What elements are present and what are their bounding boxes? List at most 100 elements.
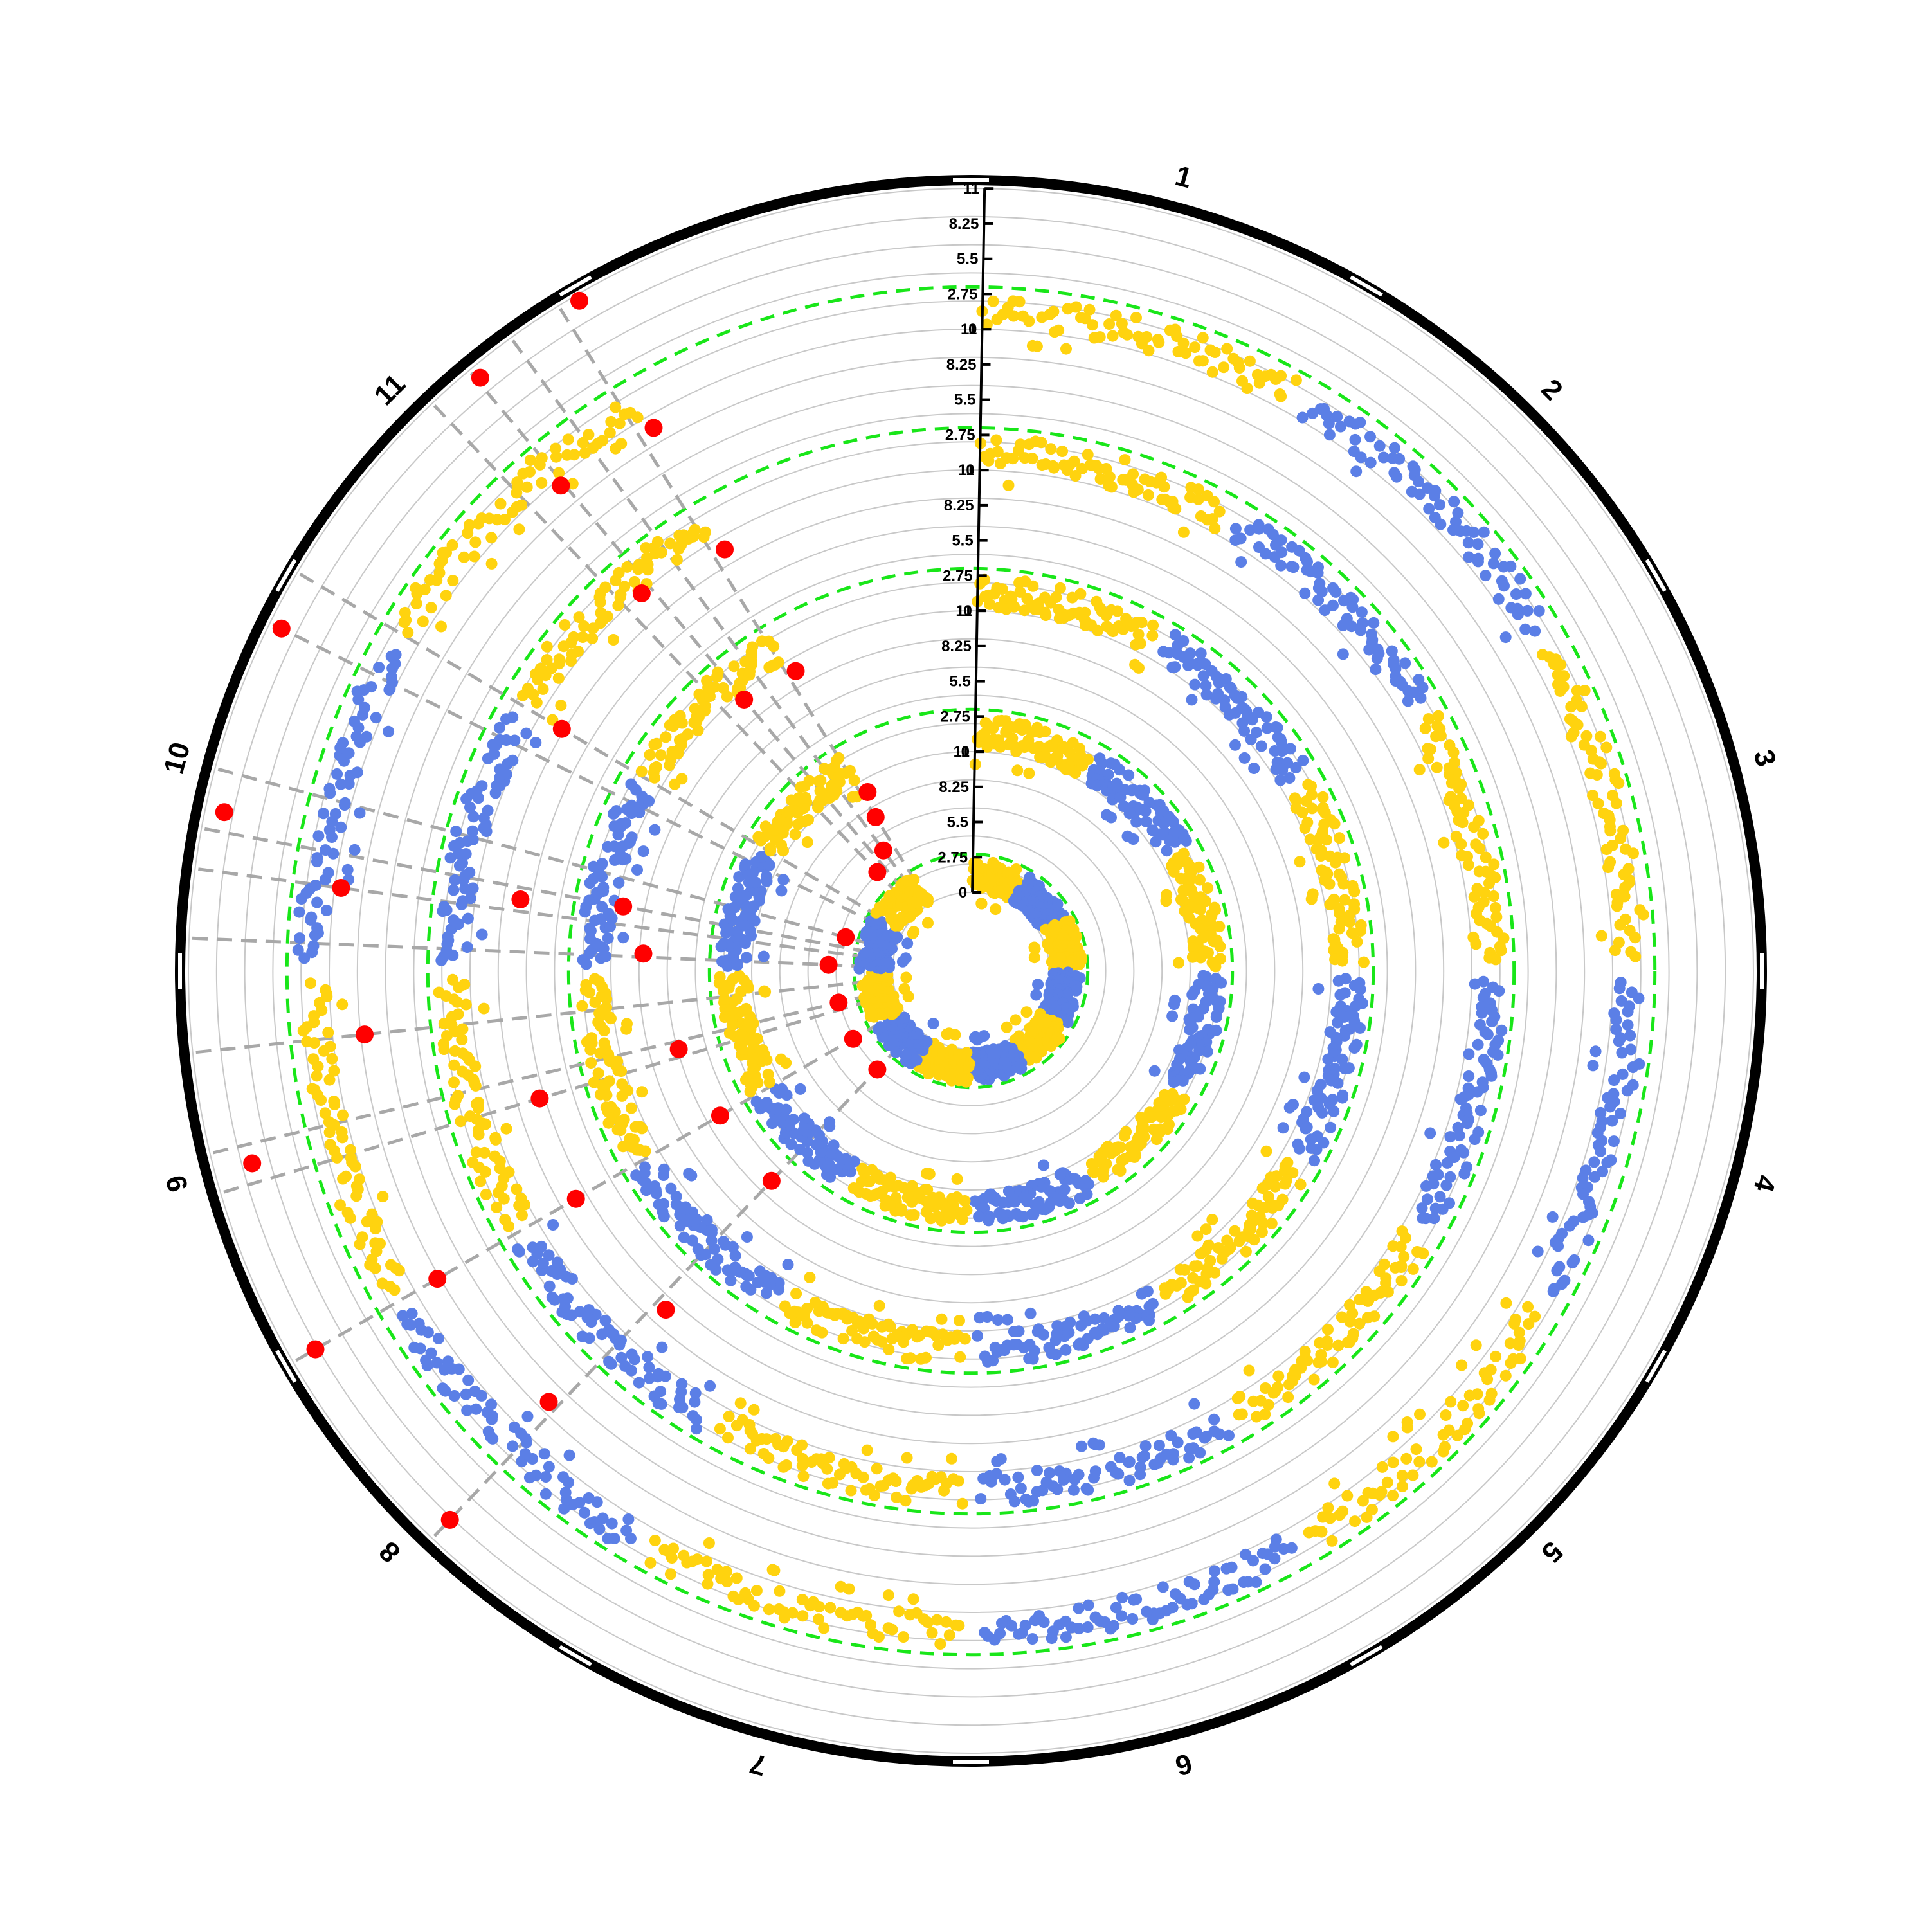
snp-point: [1376, 1461, 1388, 1473]
snp-point: [1207, 513, 1218, 525]
snp-point: [1393, 453, 1406, 465]
snp-point: [874, 1480, 887, 1492]
snp-point: [1186, 989, 1199, 1001]
axis-tick-label: 8.25: [941, 638, 972, 655]
snp-point: [1558, 670, 1570, 682]
snp-point: [485, 1398, 497, 1411]
snp-point: [1523, 1318, 1535, 1330]
snp-point: [1510, 588, 1522, 600]
snp-point: [328, 1065, 340, 1077]
snp-point: [1218, 361, 1230, 374]
snp-point: [796, 1594, 808, 1605]
snp-point: [1127, 1613, 1139, 1625]
snp-point: [717, 682, 729, 694]
grid-circle: [272, 272, 1670, 1670]
snp-point: [1256, 1182, 1269, 1195]
snp-point: [975, 898, 988, 910]
snp-point: [1114, 1452, 1126, 1464]
snp-point: [1444, 1131, 1456, 1143]
snp-point: [437, 1382, 449, 1395]
snp-point: [1413, 1456, 1426, 1468]
snp-point: [1047, 305, 1060, 318]
snp-point: [1001, 1314, 1013, 1326]
snp-point: [625, 1102, 637, 1114]
snp-point: [664, 1568, 676, 1580]
snp-point: [599, 1314, 611, 1326]
snp-point: [1300, 1123, 1312, 1135]
snp-point: [1354, 1022, 1366, 1034]
snp-point: [1492, 1049, 1504, 1061]
snp-point: [1429, 490, 1441, 502]
grid-circle: [215, 215, 1726, 1726]
snp-point: [1314, 1337, 1326, 1349]
snp-point: [996, 583, 1008, 595]
snp-point: [1073, 1339, 1085, 1351]
snp-point: [1140, 816, 1152, 827]
snp-point: [322, 1027, 334, 1038]
snp-point: [1413, 488, 1426, 500]
snp-point: [553, 467, 565, 479]
snp-point: [1001, 1021, 1013, 1033]
snp-point: [1417, 682, 1429, 694]
snp-point: [752, 1276, 764, 1288]
snp-point: [370, 712, 382, 724]
snp-point: [1488, 890, 1499, 902]
snp-point: [984, 598, 996, 610]
snp-point: [1060, 1631, 1072, 1643]
snp-point: [1020, 1494, 1032, 1505]
grid-circle: [610, 610, 1332, 1332]
snp-point: [1174, 1263, 1186, 1276]
snp-point: [789, 1317, 801, 1328]
snp-point: [1165, 1429, 1177, 1441]
snp-point: [1334, 989, 1346, 1001]
snp-point: [1074, 588, 1087, 600]
snp-point: [1139, 1440, 1152, 1452]
snp-point: [833, 752, 845, 764]
snp-point: [1463, 1070, 1475, 1082]
snp-point: [1023, 315, 1035, 327]
snp-point: [1048, 462, 1060, 474]
snp-point: [1499, 1369, 1512, 1382]
snp-point: [1096, 757, 1108, 770]
snp-point: [478, 1146, 491, 1159]
snp-point: [977, 1472, 990, 1485]
snp-point: [1026, 453, 1038, 465]
snp-point: [550, 442, 561, 455]
snp-point: [596, 1328, 608, 1341]
snp-point: [1049, 1334, 1062, 1346]
snp-point: [979, 1627, 991, 1639]
snp-point: [1606, 1115, 1618, 1127]
snp-point: [322, 867, 334, 879]
snp-point: [1087, 1437, 1100, 1449]
snp-point: [1613, 982, 1626, 995]
snp-point: [1327, 599, 1339, 611]
snp-point: [1441, 1157, 1453, 1169]
snp-point: [908, 874, 920, 886]
snp-point: [1110, 309, 1122, 321]
snp-point: [1094, 331, 1106, 343]
significant-point: [539, 1393, 558, 1411]
snp-point: [601, 1001, 612, 1013]
snp-point: [1336, 1053, 1348, 1065]
snp-point: [482, 1425, 494, 1438]
ring-gap-mark: [178, 953, 182, 989]
snp-point: [1134, 1468, 1146, 1481]
snp-point: [1391, 471, 1403, 483]
highlight-line: [469, 371, 906, 892]
snp-point: [1240, 1548, 1252, 1560]
snp-point: [1012, 1471, 1024, 1483]
snp-point: [1073, 1602, 1085, 1614]
snp-point: [863, 1313, 875, 1325]
snp-point: [901, 1191, 914, 1204]
snp-point: [1177, 526, 1190, 538]
snp-point: [687, 1410, 699, 1422]
snp-point: [1118, 1130, 1130, 1142]
snp-point: [815, 775, 827, 787]
snp-point: [1492, 593, 1505, 605]
axis-tick-label: 0: [959, 884, 967, 901]
snp-point: [1229, 739, 1241, 751]
snp-point: [1490, 911, 1503, 923]
snp-point: [1119, 454, 1131, 466]
ring-gap-mark: [1760, 953, 1764, 989]
snp-point: [1031, 1465, 1043, 1476]
